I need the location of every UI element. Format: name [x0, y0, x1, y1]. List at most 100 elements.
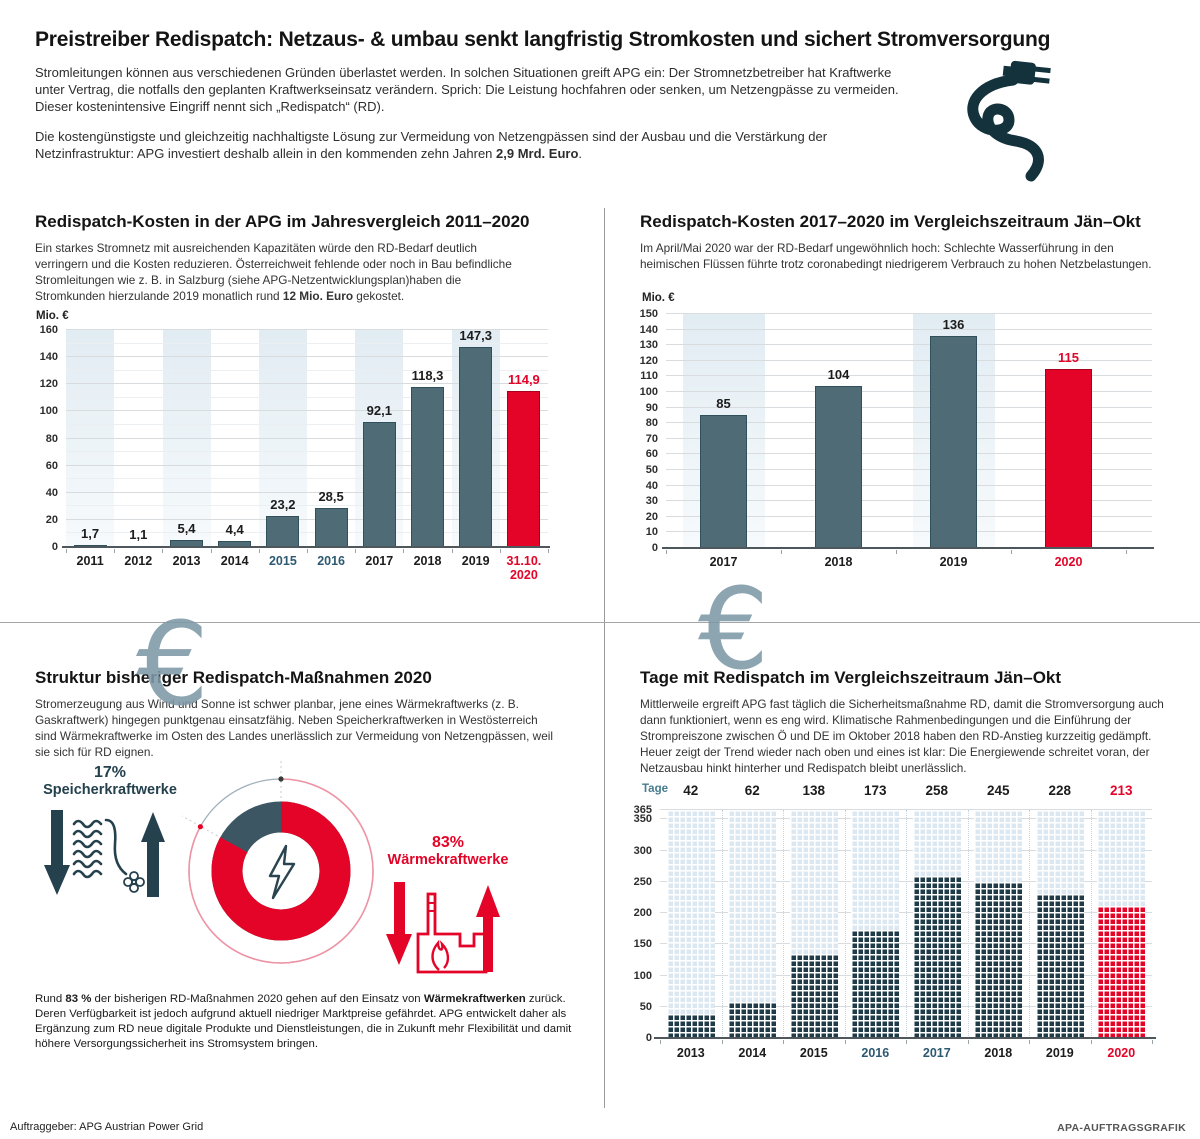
axis-tick [162, 549, 164, 553]
waffle-fill-2014 [728, 1002, 777, 1038]
y-axis-label: 300 [633, 844, 652, 857]
y-axis-label: 80 [45, 432, 58, 445]
chart-desc-costs-jan-okt: Im April/Mai 2020 war der RD-Bedarf unge… [640, 241, 1152, 271]
speicher-pct: 17% [93, 764, 127, 781]
x-axis-label: 2018 [824, 555, 853, 569]
column-separator [906, 810, 907, 1038]
axis-tick [451, 549, 453, 553]
bar-value-label: 1,1 [129, 526, 148, 542]
y-axis-label: 100 [639, 386, 658, 398]
lightning-bolt-icon [268, 844, 296, 900]
bar-2016 [314, 508, 348, 547]
axis-tick [1029, 1040, 1030, 1044]
y-axis-label: 350 [633, 813, 652, 826]
y-axis-label: 10 [645, 526, 658, 539]
waffle-fill-2015 [789, 954, 838, 1038]
x-axis [654, 1037, 1156, 1039]
bar-2019 [459, 347, 493, 547]
bar-31.10.-2020 [507, 391, 541, 547]
bar-2019 [930, 335, 977, 548]
axis-tick [1152, 1040, 1153, 1044]
chart-title-structure: Struktur bisheriger Redispatch-Maßnahmen… [35, 668, 432, 687]
axis-tick [896, 550, 897, 554]
y-axis-label: 110 [640, 370, 658, 383]
waerme-pct: 83% [431, 834, 465, 851]
chart-title-costs-by-year: Redispatch-Kosten in der APG im Jahresve… [35, 212, 530, 231]
page-title: Preistreiber Redispatch: Netzaus- & umba… [35, 28, 1051, 51]
waerme-name: Wärmekraftwerke [387, 852, 509, 868]
axis-tick [355, 549, 357, 553]
y-axis-label: 70 [645, 432, 658, 445]
gridline [666, 469, 1152, 470]
x-axis-label: 31.10. 2020 [506, 554, 542, 582]
axis-tick [783, 1040, 784, 1044]
x-axis [662, 547, 1154, 549]
waffle-fill-2013 [666, 1014, 715, 1038]
minor-gridline [66, 505, 548, 507]
y-axis-label: 200 [633, 907, 652, 920]
speicher-share-label: 17% Speicherkraftwerke [30, 764, 190, 798]
waffle-chart-days: Tage 0 50 100 150 200 250 300 350 365 42 2013 62 201… [634, 772, 1180, 1072]
bar-2015 [266, 515, 300, 547]
x-axis-label: 2014 [220, 554, 249, 568]
y-axis-label: 100 [633, 969, 652, 982]
gridline [66, 329, 548, 330]
gridline [666, 328, 1152, 330]
plot-area: 0 20 40 60 80 100 120 140 160 1,7 2011 1,1 2012 5,4 20… [40, 324, 550, 582]
gridline [660, 943, 1152, 945]
column-separator [844, 810, 846, 1038]
waffle-background-2013 [666, 810, 715, 1038]
bar-value-label: 4,4 [225, 522, 244, 537]
x-axis-label: 2014 [738, 1046, 767, 1060]
y-axis-label: 40 [645, 479, 658, 492]
gridline [666, 515, 1152, 517]
day-count-label: 138 [802, 783, 826, 798]
minor-gridline [66, 478, 548, 480]
y-axis-label: 30 [645, 495, 658, 508]
bar-chart-costs-jan-okt: Mio. € € 0 10 20 30 40 50 60 70 80 90 100 110 120 130… [640, 288, 1170, 686]
axis-tick [906, 1040, 907, 1044]
axis-tick [66, 549, 67, 553]
up-arrow-icon [141, 812, 165, 897]
intro-paragraph-2: Die kostengünstigste und gleichzeitig na… [35, 129, 828, 161]
y-axis-label: 50 [639, 1000, 652, 1013]
day-count-label: 258 [925, 783, 949, 798]
column-separator [721, 810, 723, 1038]
minor-gridline [66, 423, 548, 425]
bar-value-label: 115 [1058, 349, 1079, 365]
day-count-label: 42 [683, 783, 699, 798]
x-axis-label: 2019 [461, 554, 490, 568]
minor-gridline [66, 451, 548, 453]
gridline [66, 383, 548, 385]
day-count-label: 228 [1048, 783, 1072, 798]
y-axis-label: 40 [45, 486, 58, 499]
x-axis-label: 2019 [1045, 1046, 1074, 1060]
boundary-dot-left [197, 824, 203, 830]
minor-gridline [66, 369, 548, 371]
bar-chart-costs-by-year: Mio. € € 0 20 40 60 80 100 120 140 160 1,7 2011 1,1… [30, 306, 582, 723]
gridline [660, 974, 1152, 976]
waffle-fill-2018 [974, 882, 1023, 1038]
donut-chart-structure [181, 758, 374, 964]
waerme-share-label: 83% Wärmekraftwerke [368, 834, 528, 868]
gridline [66, 410, 548, 412]
y-axis-label: 250 [633, 875, 652, 888]
bar-2018 [815, 385, 862, 548]
structure-caption: Rund 83 % der bisherigen RD-Maßnahmen 20… [35, 993, 572, 1050]
bar-value-label: 5,4 [177, 520, 196, 536]
y-axis-label: 80 [645, 417, 658, 430]
gridline [666, 406, 1152, 408]
up-arrow-icon [476, 885, 500, 972]
gridline [666, 422, 1152, 424]
power-plug-icon [967, 60, 1051, 182]
waffle-fill-2019 [1035, 894, 1084, 1038]
x-axis-label: 2011 [76, 554, 104, 568]
axis-tick [781, 550, 782, 554]
y-axis-label: 130 [639, 339, 658, 352]
axis-tick [1126, 550, 1127, 554]
axis-tick [258, 549, 260, 553]
y-axis-unit: Mio. € [36, 310, 69, 322]
axis-tick [1090, 1040, 1092, 1044]
y-axis-label: 20 [45, 513, 58, 526]
axis-tick [210, 549, 212, 553]
